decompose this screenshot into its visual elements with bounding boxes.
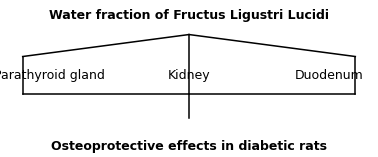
Text: Kidney: Kidney (168, 69, 210, 82)
Text: Water fraction of Fructus Ligustri Lucidi: Water fraction of Fructus Ligustri Lucid… (49, 9, 329, 22)
Text: Duodenum: Duodenum (294, 69, 363, 82)
Text: Osteoprotective effects in diabetic rats: Osteoprotective effects in diabetic rats (51, 140, 327, 152)
Text: Parathyroid gland: Parathyroid gland (0, 69, 105, 82)
